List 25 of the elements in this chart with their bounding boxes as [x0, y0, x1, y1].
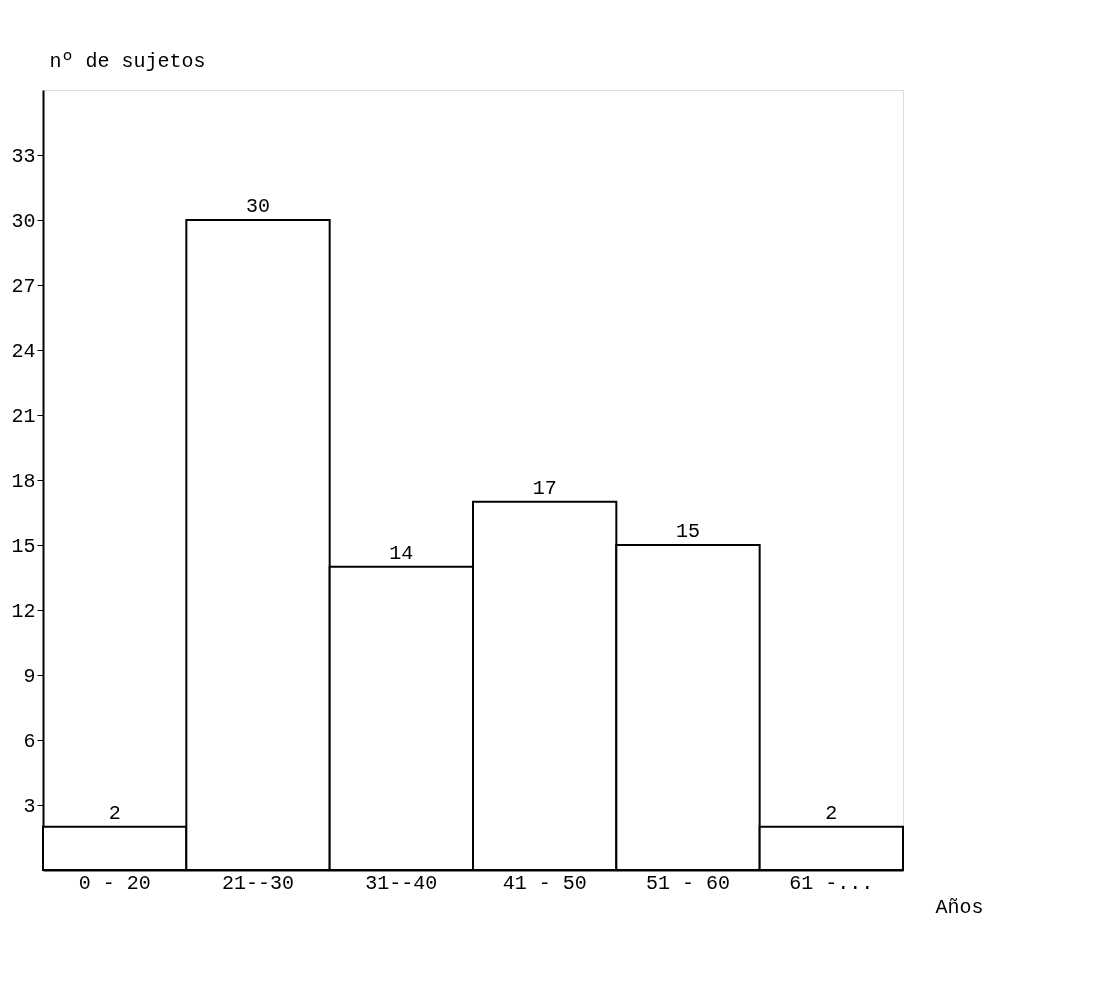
data-label: 14 [389, 541, 414, 565]
x-tick-label: 0 - 20 [78, 871, 151, 895]
x-tick-label: 31--40 [365, 871, 438, 895]
data-label: 30 [245, 195, 271, 218]
y-tick-label: 27 [11, 274, 36, 298]
x-tick-label: 41 - 50 [502, 871, 587, 895]
y-tick-label: 21 [11, 404, 36, 428]
x-tick-label: 21--30 [221, 871, 295, 895]
x-tick-label: 51 - 60 [645, 871, 731, 895]
y-tick-label: 6 [23, 729, 36, 753]
y-tick-label: 18 [11, 469, 36, 493]
x-axis-title: Años [935, 895, 984, 919]
y-tick-label: 24 [11, 339, 36, 363]
data-label: 2 [825, 801, 838, 825]
x-tick-label: 61 -... [789, 871, 874, 895]
y-tick-label: 9 [23, 664, 36, 688]
y-tick-label: 33 [11, 144, 36, 168]
y-tick-label: 3 [23, 794, 36, 818]
y-tick-label: 12 [11, 599, 36, 623]
y-tick-label: 15 [11, 534, 36, 558]
y-axis-title: nº de sujetos [49, 49, 206, 73]
data-label: 17 [532, 476, 557, 500]
y-tick-label: 30 [11, 209, 36, 233]
data-label: 15 [675, 520, 701, 543]
data-label: 2 [108, 801, 121, 825]
